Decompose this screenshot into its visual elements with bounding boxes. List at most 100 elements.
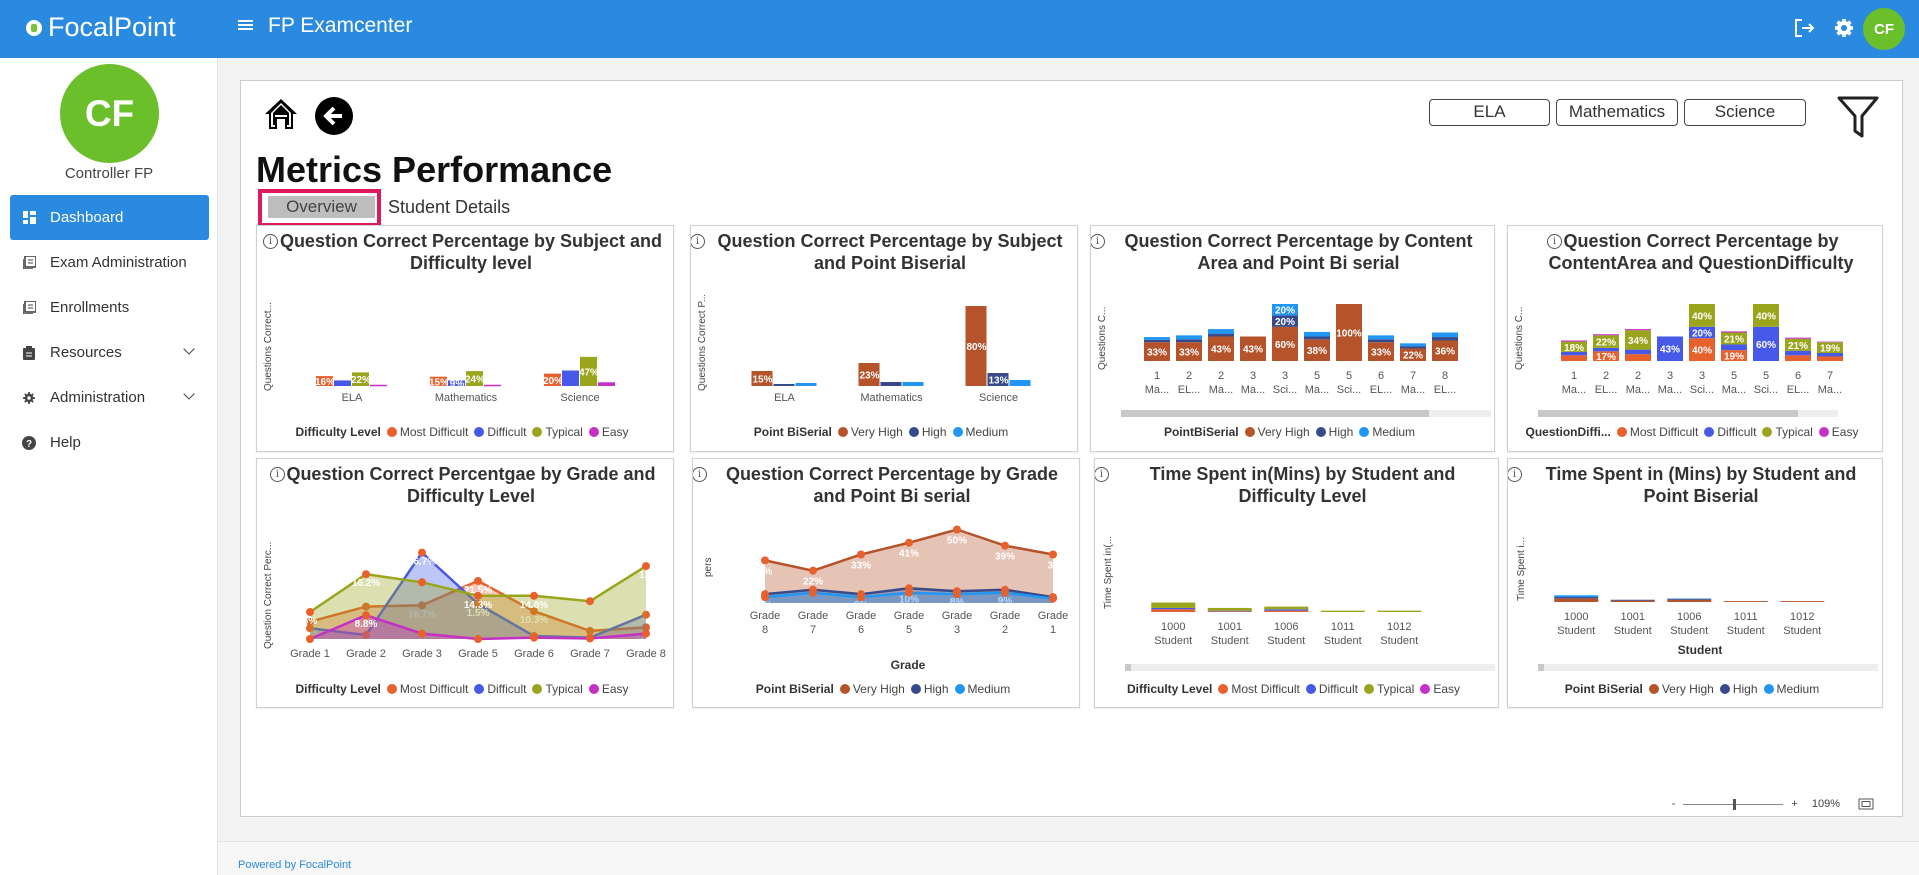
info-icon[interactable]: i <box>691 234 705 249</box>
sidebar-item-enrollments[interactable]: Enrollments <box>10 285 209 330</box>
info-icon[interactable]: i <box>1508 467 1522 482</box>
subject-button-mathematics[interactable]: Mathematics <box>1556 99 1678 126</box>
zoom-slider[interactable] <box>1683 798 1784 810</box>
legend-swatch <box>1305 684 1316 694</box>
area-fill <box>310 552 646 639</box>
logo-mark-icon <box>26 19 42 36</box>
legend-item[interactable]: Difficult <box>1305 682 1358 696</box>
fit-page-icon[interactable] <box>1858 798 1874 810</box>
legend-swatch <box>952 427 963 437</box>
bar-segment <box>1625 354 1651 361</box>
data-point <box>761 593 769 602</box>
bar-segment <box>1264 610 1309 612</box>
legend-swatch <box>532 427 543 437</box>
legend-item[interactable]: Medium <box>1763 682 1819 696</box>
legend-swatch <box>532 684 543 694</box>
tab-student-details[interactable]: Student Details <box>388 197 511 217</box>
chart-card-grade-difficulty[interactable]: i Question Correct Percentgae by Grade a… <box>256 458 674 708</box>
legend-item[interactable]: High <box>910 682 949 696</box>
x-tick-label: 3 <box>1250 370 1256 382</box>
data-label: 43% <box>1660 345 1680 356</box>
data-point <box>1001 541 1009 550</box>
legend-item[interactable]: Difficult <box>1704 425 1756 439</box>
legend-item[interactable]: High <box>908 425 947 439</box>
sidebar-item-administration[interactable]: Administration <box>10 375 209 420</box>
data-label: 41% <box>899 549 919 560</box>
zoom-in-button[interactable]: + <box>1791 798 1798 810</box>
legend-item[interactable]: High <box>1719 682 1758 696</box>
zoom-slider-thumb[interactable] <box>1733 798 1737 810</box>
logout-icon[interactable] <box>1792 16 1816 40</box>
sidebar-item-help[interactable]: ? Help <box>10 420 209 465</box>
legend-item[interactable]: Easy <box>588 425 629 439</box>
legend-item[interactable]: Very High <box>1648 682 1714 696</box>
subject-button-science[interactable]: Science <box>1684 99 1806 126</box>
chart-card-content-area-difficulty[interactable]: i Question Correct Percentage by Content… <box>1507 225 1883 452</box>
legend-item[interactable]: Difficult <box>474 425 526 439</box>
legend-item[interactable]: Very High <box>837 425 903 439</box>
legend-item[interactable]: Easy <box>1420 682 1460 696</box>
legend-item[interactable]: Medium <box>952 425 1008 439</box>
legend-label: Medium <box>1372 425 1416 439</box>
chart-card-time-point-biserial[interactable]: i Time Spent in (Mins) by Student and Po… <box>1507 458 1883 708</box>
filter-icon[interactable] <box>1837 95 1879 141</box>
sidebar-nav: Dashboard Exam Administration Enrollment… <box>10 195 209 465</box>
info-icon[interactable]: i <box>693 467 707 482</box>
legend-item[interactable]: Medium <box>954 682 1010 696</box>
x-tick-label: Ma... <box>1722 384 1746 396</box>
legend-item[interactable]: Typical <box>532 425 583 439</box>
bar-segment <box>1610 599 1655 601</box>
chart-card-content-area-point-biserial[interactable]: i Question Correct Percentage by Content… <box>1090 225 1495 452</box>
legend-item[interactable]: Difficult <box>474 682 526 696</box>
menu-icon[interactable] <box>238 18 253 32</box>
info-icon[interactable]: i <box>263 234 278 249</box>
user-avatar[interactable]: CF <box>1863 8 1905 50</box>
data-point <box>474 635 482 643</box>
chart-card-subject-point-biserial[interactable]: i Question Correct Percentage by Subject… <box>690 225 1078 452</box>
zoom-out-button[interactable]: - <box>1671 798 1676 810</box>
legend-item[interactable]: High <box>1315 425 1353 439</box>
x-tick-label: 1011 <box>1734 611 1758 623</box>
legend-item[interactable]: Most Difficult <box>1616 425 1698 439</box>
scrollbar-thumb <box>1538 664 1544 671</box>
tab-overview[interactable]: Overview <box>258 189 381 227</box>
info-icon[interactable]: i <box>270 467 285 482</box>
legend-title: Point BiSerial <box>755 682 834 696</box>
legend-item[interactable]: Most Difficult <box>386 682 468 696</box>
bar-segment <box>1207 611 1252 612</box>
legend-item[interactable]: Medium <box>1359 425 1415 439</box>
gear-icon[interactable] <box>1832 16 1856 40</box>
legend-item[interactable]: Most Difficult <box>1218 682 1300 696</box>
data-label: 0% <box>303 643 318 654</box>
bar-segment <box>1561 340 1587 342</box>
legend-item[interactable]: Very High <box>1244 425 1310 439</box>
info-icon[interactable]: i <box>1095 467 1109 482</box>
chart-card-subject-difficulty[interactable]: i Question Correct Percentage by Subject… <box>256 225 674 452</box>
x-tick-label: 1012 <box>1387 621 1411 633</box>
sidebar-item-exam-administration[interactable]: Exam Administration <box>10 240 209 285</box>
legend-item[interactable]: Typical <box>1363 682 1414 696</box>
home-icon[interactable] <box>263 97 299 131</box>
legend-item[interactable]: Typical <box>532 682 583 696</box>
subject-button-ela[interactable]: ELA <box>1429 99 1550 126</box>
data-label: 60% <box>1275 340 1295 351</box>
legend-item[interactable]: Most Difficult <box>386 425 468 439</box>
info-icon[interactable]: i <box>1091 234 1105 249</box>
info-icon[interactable]: i <box>1547 234 1562 249</box>
legend-item[interactable]: Easy <box>588 682 629 696</box>
chart-card-grade-point-biserial[interactable]: i Question Correct Percentage by Grade a… <box>692 458 1080 708</box>
bar-segment <box>1785 355 1811 361</box>
legend-item[interactable]: Very High <box>839 682 905 696</box>
chart-legend: QuestionDiffi... Most Difficult Difficult T… <box>1508 425 1882 439</box>
chart-card-time-difficulty[interactable]: i Time Spent in(Mins) by Student and Dif… <box>1094 458 1499 708</box>
legend-item[interactable]: Easy <box>1818 425 1858 439</box>
sidebar-item-resources[interactable]: Resources <box>10 330 209 375</box>
scrollbar-thumb <box>1125 664 1131 671</box>
back-icon[interactable] <box>315 97 353 135</box>
sidebar-item-dashboard[interactable]: Dashboard <box>10 195 209 240</box>
x-tick-label: Ma... <box>1562 384 1586 396</box>
x-tick-label: Grade 8 <box>626 648 666 660</box>
legend-item[interactable]: Typical <box>1762 425 1813 439</box>
brand-logo[interactable]: FocalPoint <box>26 12 176 43</box>
data-point <box>642 610 650 619</box>
